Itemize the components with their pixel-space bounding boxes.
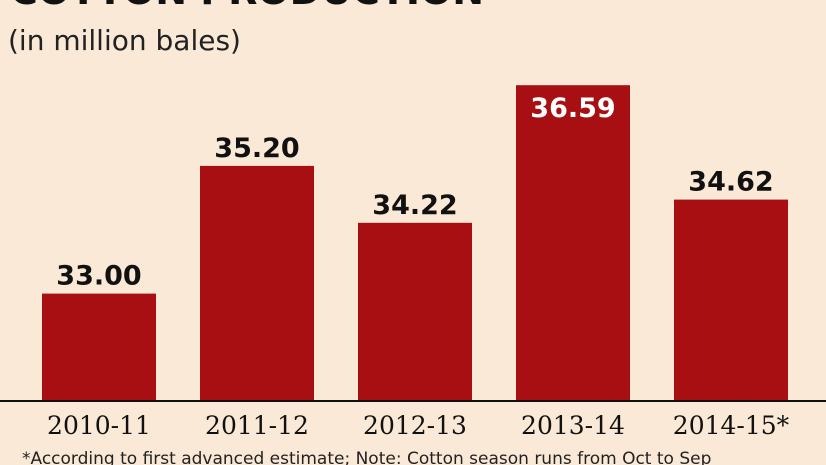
bar-value-label: 35.20 [214,133,299,164]
bar-value-label: 36.59 [530,93,615,124]
bar-value-label: 34.22 [372,190,457,221]
x-tick-labels: 2010-11 2011-12 2012-13 2013-14 2014-15* [47,411,790,440]
chart-title: COTTON PRODUCTION [10,0,484,13]
bar-2011-12 [200,165,314,401]
bar-2013-14 [516,85,630,401]
bar-label-group: 33.00 35.20 34.22 36.59 34.62 [56,93,773,291]
x-tick-label: 2012-13 [363,411,467,440]
bar-2010-11 [42,293,156,401]
bar-value-label: 33.00 [56,261,141,292]
bar-2014-15 [674,199,788,401]
x-tick-label: 2011-12 [205,411,309,440]
bar-2012-13 [358,222,472,401]
bar-group [42,85,788,401]
x-tick-label: 2014-15* [673,411,790,440]
bar-value-label: 34.62 [688,167,773,198]
x-tick-label: 2013-14 [521,411,625,440]
chart-footnote: *According to first advanced estimate; N… [22,449,711,465]
x-tick-label: 2010-11 [47,411,151,440]
chart-subtitle: (in million bales) [8,24,241,57]
